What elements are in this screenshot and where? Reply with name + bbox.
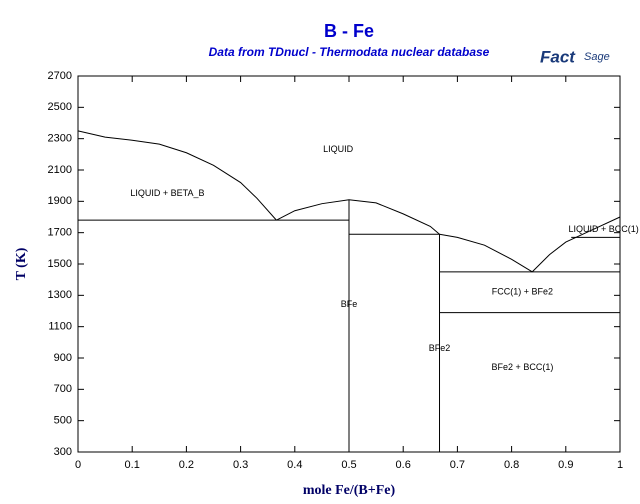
x-axis-label: mole Fe/(B+Fe) (303, 483, 396, 498)
y-tick-label: 900 (54, 352, 72, 364)
chart-subtitle: Data from TDnucl - Thermodata nuclear da… (209, 45, 490, 59)
y-tick-label: 2100 (48, 164, 72, 176)
x-tick-label: 0.1 (125, 459, 140, 471)
y-tick-label: 500 (54, 415, 72, 427)
logo-text: Sage (584, 51, 610, 63)
phase-boundary (531, 216, 621, 273)
x-tick-label: 1 (617, 459, 623, 471)
x-tick-label: 0.4 (287, 459, 302, 471)
phase-label: LIQUID (323, 144, 354, 154)
x-tick-label: 0.3 (233, 459, 248, 471)
logo-text: Fact (540, 47, 576, 66)
phase-label: FCC(1) + BFe2 (492, 287, 553, 297)
phase-label: LIQUID + BETA_B (130, 188, 204, 198)
x-tick-label: 0.9 (558, 459, 573, 471)
y-tick-label: 1900 (48, 195, 72, 207)
x-tick-label: 0 (75, 459, 81, 471)
y-tick-label: 700 (54, 383, 72, 395)
y-tick-label: 1100 (48, 321, 72, 333)
phase-label: LIQUID + BCC(1) (569, 224, 639, 234)
y-tick-label: 1500 (48, 258, 72, 270)
phase-label: BFe (341, 299, 358, 309)
phase-boundary (439, 233, 533, 273)
y-tick-label: 2700 (48, 70, 72, 82)
y-tick-label: 1300 (48, 289, 72, 301)
chart-title: B - Fe (324, 21, 374, 41)
x-tick-label: 0.8 (504, 459, 519, 471)
y-tick-label: 2500 (48, 101, 72, 113)
phase-boundary (77, 130, 277, 221)
y-tick-label: 300 (54, 446, 72, 458)
phase-boundary (276, 199, 440, 235)
x-tick-label: 0.2 (179, 459, 194, 471)
y-tick-label: 1700 (48, 227, 72, 239)
x-tick-label: 0.7 (450, 459, 465, 471)
phase-label: BFe2 + BCC(1) (492, 362, 554, 372)
y-axis-label: T (K) (14, 247, 29, 280)
x-tick-label: 0.6 (396, 459, 411, 471)
phase-label: BFe2 (429, 343, 451, 353)
y-tick-label: 2300 (48, 133, 72, 145)
x-tick-label: 0.5 (341, 459, 356, 471)
